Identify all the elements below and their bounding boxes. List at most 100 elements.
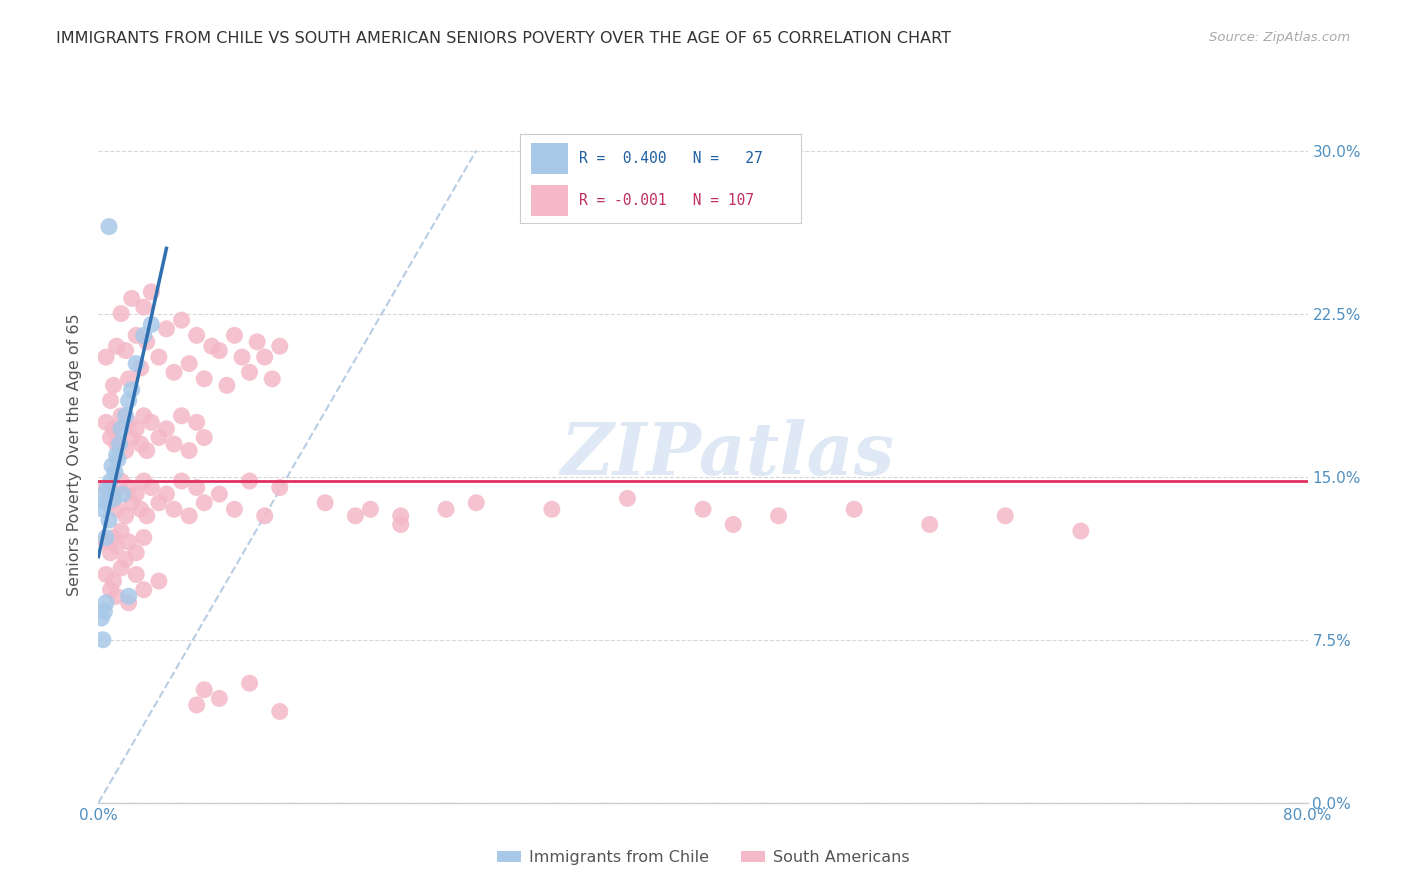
- Point: [98, 219, 121, 234]
- Point: [465, 496, 488, 510]
- Point: [125, 567, 148, 582]
- Point: [125, 328, 148, 343]
- Point: [132, 409, 155, 423]
- Point: [269, 339, 291, 353]
- Y-axis label: Seniors Poverty Over the Age of 65: Seniors Poverty Over the Age of 65: [67, 314, 83, 596]
- Point: [918, 517, 941, 532]
- Point: [434, 502, 457, 516]
- Point: [110, 307, 132, 321]
- Point: [105, 589, 128, 603]
- Point: [121, 496, 143, 510]
- Point: [262, 372, 284, 386]
- Point: [186, 481, 208, 495]
- Point: [208, 691, 231, 706]
- Point: [94, 350, 117, 364]
- Point: [239, 676, 262, 690]
- Point: [105, 448, 128, 462]
- Point: [105, 539, 128, 553]
- Point: [103, 574, 125, 588]
- Point: [246, 334, 269, 349]
- Point: [98, 513, 121, 527]
- Point: [100, 393, 122, 408]
- Point: [110, 409, 132, 423]
- Bar: [531, 143, 568, 174]
- Point: [179, 357, 201, 371]
- Point: [129, 502, 152, 516]
- Point: [103, 491, 125, 506]
- Point: [94, 481, 117, 495]
- Point: [114, 409, 136, 423]
- Point: [107, 452, 129, 467]
- Point: [179, 508, 201, 523]
- Point: [129, 360, 152, 375]
- Point: [616, 491, 638, 506]
- Point: [193, 682, 215, 697]
- Point: [100, 474, 122, 488]
- Point: [224, 328, 246, 343]
- Point: [129, 437, 152, 451]
- Point: [94, 567, 117, 582]
- Point: [121, 291, 143, 305]
- Point: [170, 409, 193, 423]
- Point: [103, 378, 125, 392]
- Point: [186, 328, 208, 343]
- Text: ZIPatlas: ZIPatlas: [560, 419, 894, 491]
- Text: IMMIGRANTS FROM CHILE VS SOUTH AMERICAN SENIORS POVERTY OVER THE AGE OF 65 CORRE: IMMIGRANTS FROM CHILE VS SOUTH AMERICAN …: [56, 31, 952, 46]
- Point: [114, 343, 136, 358]
- Point: [163, 502, 186, 516]
- Point: [208, 343, 231, 358]
- Point: [103, 531, 125, 545]
- Point: [170, 474, 193, 488]
- Point: [389, 517, 412, 532]
- Bar: [531, 185, 568, 216]
- Point: [94, 535, 117, 549]
- Point: [186, 415, 208, 429]
- Point: [155, 322, 177, 336]
- Text: R =  0.400   N =   27: R = 0.400 N = 27: [579, 151, 763, 166]
- Point: [269, 481, 291, 495]
- Point: [114, 443, 136, 458]
- Point: [1070, 524, 1092, 538]
- Point: [163, 437, 186, 451]
- Point: [135, 508, 157, 523]
- Point: [118, 596, 141, 610]
- Point: [103, 422, 125, 436]
- Point: [105, 502, 128, 516]
- Point: [163, 365, 186, 379]
- Point: [100, 546, 122, 560]
- Point: [155, 422, 177, 436]
- Point: [208, 487, 231, 501]
- Point: [110, 561, 132, 575]
- Point: [93, 487, 115, 501]
- Text: R = -0.001   N = 107: R = -0.001 N = 107: [579, 193, 754, 208]
- Point: [125, 357, 148, 371]
- Point: [110, 524, 132, 538]
- Point: [224, 502, 246, 516]
- Point: [215, 378, 238, 392]
- Point: [110, 422, 132, 436]
- Point: [111, 487, 134, 501]
- Point: [91, 632, 114, 647]
- Point: [114, 552, 136, 566]
- Point: [269, 705, 291, 719]
- Point: [155, 487, 177, 501]
- Point: [231, 350, 253, 364]
- Point: [193, 372, 215, 386]
- Point: [118, 415, 141, 429]
- Point: [239, 365, 262, 379]
- Point: [193, 431, 215, 445]
- Point: [103, 487, 125, 501]
- Point: [844, 502, 866, 516]
- Point: [125, 546, 148, 560]
- Point: [360, 502, 382, 516]
- Point: [389, 508, 412, 523]
- Point: [141, 285, 163, 299]
- Point: [94, 596, 117, 610]
- Point: [91, 502, 114, 516]
- Legend: Immigrants from Chile, South Americans: Immigrants from Chile, South Americans: [491, 844, 915, 871]
- Point: [148, 574, 170, 588]
- Point: [148, 350, 170, 364]
- Point: [253, 350, 276, 364]
- Point: [344, 508, 367, 523]
- Point: [141, 415, 163, 429]
